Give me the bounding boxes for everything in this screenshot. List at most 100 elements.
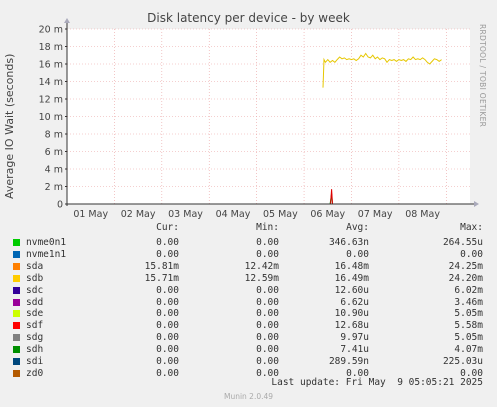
legend-swatch (13, 334, 20, 342)
chart-title: Disk latency per device - by week (147, 11, 350, 25)
legend-min: 0.00 (256, 308, 279, 320)
series-sdf-line (330, 189, 333, 205)
series-group (322, 52, 442, 205)
legend-header-cur: Cur: (156, 222, 179, 233)
legend-cur: 0.00 (156, 320, 179, 332)
y-tick-label: 12 m (39, 95, 63, 106)
y-ticks: 0 2 m 4 m 6 m 8 m 10 m 12 m 14 m 16 m 18 m 20 m (39, 25, 67, 211)
x-ticks: 01 May 02 May 03 May 04 May 05 May 06 May 07 M… (73, 209, 440, 220)
legend-swatch (13, 369, 20, 377)
legend-min: 0.00 (256, 367, 279, 379)
legend-cur: 0.00 (156, 356, 179, 367)
legend-min: 12.42m (244, 260, 279, 272)
legend-cur: 0.00 (156, 332, 179, 344)
legend-cur: 0.00 (156, 248, 179, 260)
legend-header-avg: Avg: (346, 222, 369, 233)
legend-avg: 9.97u (340, 332, 369, 344)
legend-swatch (13, 239, 20, 246)
legend-row-nvme0n1: nvme0n1 0.00 0.00 346.63n 264.55u (0, 237, 497, 249)
legend-max: 5.58m (454, 320, 483, 332)
x-tick-label: 05 May (263, 209, 298, 220)
legend-cur: 15.81m (144, 260, 179, 272)
legend-avg: 0.00 (346, 367, 369, 379)
y-tick-label: 8 m (45, 130, 63, 141)
legend-row-sda: sda 15.81m 12.42m 16.48m 24.25m (0, 261, 497, 273)
last-update: Last update: Fri May 9 05:05:21 2025 (271, 377, 483, 388)
legend-avg: 16.48m (334, 260, 369, 272)
legend-cur: 0.00 (156, 237, 179, 248)
legend-row-sdh: sdh 0.00 0.00 7.41u 4.07m (0, 344, 497, 356)
x-axis-arrow (474, 201, 479, 207)
legend-max: 264.55u (442, 237, 483, 248)
legend-cur: 0.00 (156, 308, 179, 320)
y-tick-label: 10 m (39, 112, 63, 123)
x-tick-label: 06 May (310, 209, 345, 220)
legend-swatch (13, 346, 20, 354)
x-tick-label: 04 May (216, 209, 251, 220)
legend-row-sdb: sdb 15.71m 12.59m 16.49m 24.20m (0, 273, 497, 285)
legend-name: sde (26, 308, 44, 320)
legend-avg: 6.62u (340, 296, 369, 308)
legend-swatch (13, 322, 20, 330)
legend-max: 0.00 (460, 367, 483, 379)
chart-plot: 0 2 m 4 m 6 m 8 m 10 m 12 m 14 m 16 m 18 m 20 m 01… (39, 18, 479, 220)
legend-min: 0.00 (256, 296, 279, 308)
legend-min: 0.00 (256, 356, 279, 367)
legend-cur: 15.71m (144, 272, 179, 284)
y-tick-label: 14 m (39, 77, 63, 88)
x-tick-label: 07 May (358, 209, 393, 220)
y-axis-arrow (64, 18, 70, 23)
legend-cur: 0.00 (156, 296, 179, 308)
legend-name: nvme1n1 (26, 248, 67, 260)
legend-min: 0.00 (256, 320, 279, 332)
legend-row-sdc: sdc 0.00 0.00 12.60u 6.02m (0, 285, 497, 297)
legend-swatch (13, 286, 20, 294)
series-sdb-line (322, 52, 442, 88)
legend-cur: 0.00 (156, 344, 179, 356)
legend-swatch (13, 310, 20, 318)
legend-name: sdh (26, 344, 44, 356)
legend-avg: 10.90u (334, 308, 369, 320)
legend-max: 3.46m (454, 296, 483, 308)
legend-swatch (13, 250, 20, 258)
legend-min: 0.00 (256, 237, 279, 248)
munin-version: Munin 2.0.49 (223, 392, 274, 401)
y-tick-label: 2 m (45, 182, 63, 193)
legend-name: zd0 (26, 367, 44, 379)
legend-row-nvme1n1: nvme1n1 0.00 0.00 0.00 0.00 (0, 249, 497, 261)
legend-name: sdf (26, 320, 44, 332)
legend-max: 5.05m (454, 332, 483, 344)
legend-header-max: Max: (460, 222, 483, 233)
legend-max: 24.25m (448, 260, 483, 272)
legend-min: 12.59m (244, 272, 279, 284)
legend-header-min: Min: (256, 222, 279, 233)
x-tick-label: 03 May (168, 209, 203, 220)
legend-max: 225.03u (442, 356, 483, 367)
y-tick-label: 6 m (45, 147, 63, 158)
y-tick-label: 0 (57, 200, 63, 211)
legend-max: 24.20m (448, 272, 483, 284)
legend-max: 0.00 (460, 248, 483, 260)
legend-row-sdg: sdg 0.00 0.00 9.97u 5.05m (0, 332, 497, 344)
legend-row-zd0: zd0 0.00 0.00 0.00 0.00 (0, 368, 497, 380)
x-tick-label: 02 May (121, 209, 156, 220)
legend-avg: 16.49m (334, 272, 369, 284)
legend-avg: 12.60u (334, 284, 369, 296)
legend-cur: 0.00 (156, 367, 179, 379)
axes (64, 18, 479, 207)
legend-max: 6.02m (454, 284, 483, 296)
legend-swatch (13, 358, 20, 365)
legend-max: 4.07m (454, 344, 483, 356)
legend-min: 0.00 (256, 332, 279, 344)
x-tick-label: 08 May (405, 209, 440, 220)
legend-max: 5.05m (454, 308, 483, 320)
legend-header: Cur: Min: Avg: Max: (0, 222, 497, 234)
legend-swatch (13, 274, 20, 282)
legend-min: 0.00 (256, 344, 279, 356)
legend-avg: 289.59n (328, 356, 369, 367)
legend-name: sda (26, 260, 44, 272)
legend-swatch (13, 298, 20, 306)
legend-min: 0.00 (256, 284, 279, 296)
legend-name: sdd (26, 296, 44, 308)
legend-row-sdi: sdi 0.00 0.00 289.59n 225.03u (0, 356, 497, 368)
